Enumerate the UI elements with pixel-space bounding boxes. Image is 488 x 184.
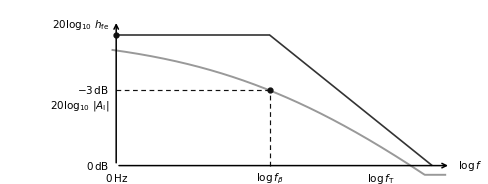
Text: $-3\,\mathrm{dB}$: $-3\,\mathrm{dB}$	[77, 84, 109, 96]
Text: $20\log_{10}\,h_{\rm fe}$: $20\log_{10}\,h_{\rm fe}$	[52, 18, 109, 32]
Text: $20\log_{10}\,|A_{\rm I}|$: $20\log_{10}\,|A_{\rm I}|$	[50, 99, 109, 113]
Text: $\log f_{\beta}$: $\log f_{\beta}$	[256, 172, 284, 184]
Text: $0\,\mathrm{Hz}$: $0\,\mathrm{Hz}$	[104, 172, 128, 184]
Text: $\log f_{\rm T}$: $\log f_{\rm T}$	[367, 172, 395, 184]
Text: $0\,\mathrm{dB}$: $0\,\mathrm{dB}$	[86, 160, 109, 172]
Text: $\log f$: $\log f$	[458, 159, 482, 173]
